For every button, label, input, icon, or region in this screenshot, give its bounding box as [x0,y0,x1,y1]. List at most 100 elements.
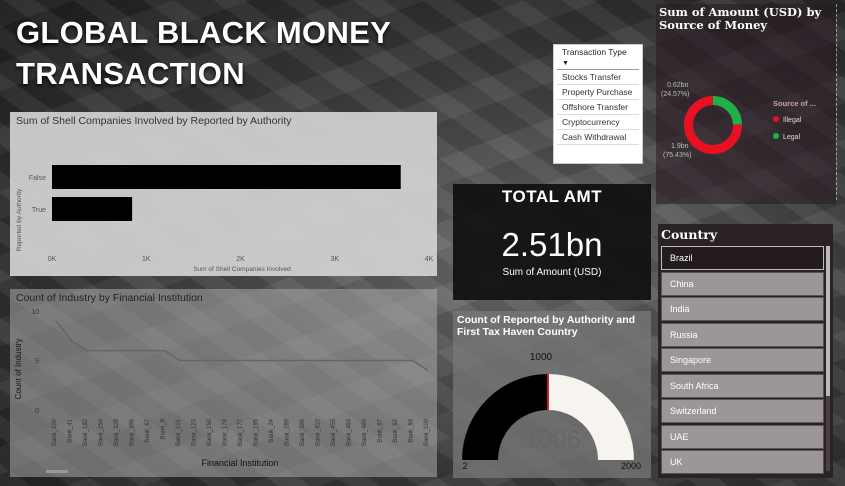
slicer-item[interactable]: Cryptocurrency [557,116,639,130]
x-tick-label: Bank_123 [192,418,198,446]
bar-true[interactable] [52,197,133,221]
y-tick-label: 10 [31,309,39,316]
x-tick-label: Bank_8 [161,418,167,439]
slice-illegal[interactable] [684,96,742,154]
x-tick-label: Bank_87 [378,418,384,442]
country-list: Brazil China India Russia Singapore Sout… [661,246,824,474]
legend-legal-label[interactable]: Legal [783,134,801,141]
x-tick-label: Bank_94 [409,418,415,442]
x-tick-label: Bank_24 [269,418,275,442]
illegal-amount-label: 1.9bn [671,143,689,150]
x-axis-label: Financial Institution [201,458,278,468]
x-tick-label: Bank_396 [130,418,136,446]
total-amount-card[interactable]: TOTAL AMT 2.51bn Sum of Amount (USD) [453,184,651,300]
x-tick-label: Bank_289 [285,418,291,446]
card-label: TOTAL AMT [501,187,603,206]
slicer-item[interactable]: Offshore Transfer [557,101,639,115]
y-axis-label: Count of Industry [14,339,23,400]
x-tick-label: Bank_386 [300,418,306,446]
x-tick-label: Bank_328 [114,418,120,446]
chevron-down-icon[interactable]: ▼ [562,60,569,67]
dashboard-title: GLOBAL BLACK MONEY TRANSACTION [16,15,391,91]
card-value: 2.51bn [501,226,603,263]
x-tick-label: Bank_109 [424,418,430,446]
gauge-min-label: 2 [462,461,467,471]
shell-companies-chart[interactable]: Sum of Shell Companies Involved by Repor… [10,112,437,276]
source-of-money-chart[interactable]: Sum of Amount (USD) by Source of Money 0… [656,4,836,204]
country-item-india[interactable]: India [661,297,824,321]
chart-title: Sum of Shell Companies Involved by Repor… [16,115,292,127]
gauge-value-label: 1006 [525,426,581,454]
x-axis-label: Sum of Shell Companies Involved [193,266,291,273]
gauge-title: Count of Reported by Authority and First… [457,314,636,338]
legend-title: Source of ... [773,99,816,108]
x-tick-label: Bank_254 [99,418,105,446]
slicer-item[interactable]: Stocks Transfer [557,71,639,85]
x-tick-label: 3K [330,256,339,263]
slicer-header-label: Transaction Type [562,47,627,57]
category-tick-label: True [32,207,46,214]
slicer-item[interactable]: Property Purchase [557,86,639,100]
x-tick-label: 1K [142,256,151,263]
x-tick-label: Bank_455 [331,418,337,446]
illegal-pct-label: (75.43%) [663,152,691,159]
x-tick-label: Bank_174 [223,418,229,446]
legend-illegal-label[interactable]: Illegal [783,117,802,124]
country-item-uk[interactable]: UK [661,450,824,474]
country-slicer[interactable]: Country Brazil China India Russia Singap… [658,224,833,478]
x-tick-label: Bank_195 [254,418,260,446]
gauge-plot: 1000 1006 2 2000 [462,352,641,471]
x-tick-label: Bank_410 [316,418,322,446]
legal-amount-label: 0.62bn [667,82,689,89]
country-item-brazil[interactable]: Brazil [661,246,824,270]
y-axis-label: Reported by Authority [16,188,23,251]
reported-gauge[interactable]: Count of Reported by Authority and First… [453,311,651,478]
slicer-header: Country [661,227,718,242]
horizontal-scrollbar[interactable] [46,470,68,473]
slicer-header[interactable]: Transaction Type ▼ [557,45,639,70]
country-item-singapore[interactable]: Singapore [661,348,824,372]
category-tick-label: False [29,175,46,182]
chart-title: Count of Industry by Financial Instituti… [16,292,203,304]
x-tick-label: Bank_177 [238,418,244,446]
bar-false[interactable] [52,165,401,189]
x-tick-label: Bank_150 [207,418,213,446]
divider [836,4,837,200]
gauge-remainder[interactable] [548,374,634,460]
x-tick-label: Bank_100 [52,418,58,446]
x-tick-label: Bank_101 [176,418,182,446]
gauge-max-label: 2000 [621,461,641,471]
chart-title: Sum of Amount (USD) by Source of Money [659,5,822,32]
y-tick-label: 5 [35,359,39,366]
x-tick-label: Bank_464 [347,418,353,446]
gauge-target-label: 1000 [530,352,553,363]
industry-plot: Count of Industry Financial Institution … [14,309,430,473]
x-tick-label: Bank_485 [362,418,368,446]
legal-pct-label: (24.57%) [661,91,689,98]
transaction-type-slicer[interactable]: Transaction Type ▼ Stocks Transfer Prope… [553,44,643,164]
country-item-china[interactable]: China [661,271,824,296]
legend-legal-marker[interactable] [773,133,779,139]
industry-line[interactable] [55,320,429,372]
x-tick-label: Bank_92 [393,418,399,442]
card-subtitle: Sum of Amount (USD) [502,267,602,278]
x-tick-label: 0K [48,256,57,263]
x-tick-label: 4K [425,256,434,263]
country-item-uae[interactable]: UAE [661,424,824,449]
y-tick-label: 0 [35,408,39,415]
gauge-fill[interactable] [462,374,549,460]
x-tick-label: Bank_182 [83,418,89,446]
legend-illegal-marker[interactable] [773,116,779,122]
country-item-russia[interactable]: Russia [661,322,824,347]
country-item-switzerland[interactable]: Switzerland [661,399,824,423]
scrollbar[interactable] [826,246,830,471]
slicer-item[interactable]: Cash Withdrawal [557,131,639,145]
scrollbar-thumb[interactable] [826,246,830,396]
country-item-south-africa[interactable]: South Africa [661,373,824,398]
x-tick-label: Bank_41 [68,418,74,442]
industry-chart[interactable]: Count of Industry by Financial Instituti… [10,289,437,477]
x-tick-label: Bank_67 [145,418,151,442]
x-tick-label: 2K [236,256,245,263]
shell-companies-plot: Reported by Authority Sum of Shell Compa… [16,165,434,273]
donut-plot: 0.62bn (24.57%) 1.9bn (75.43%) Source of… [661,82,816,159]
